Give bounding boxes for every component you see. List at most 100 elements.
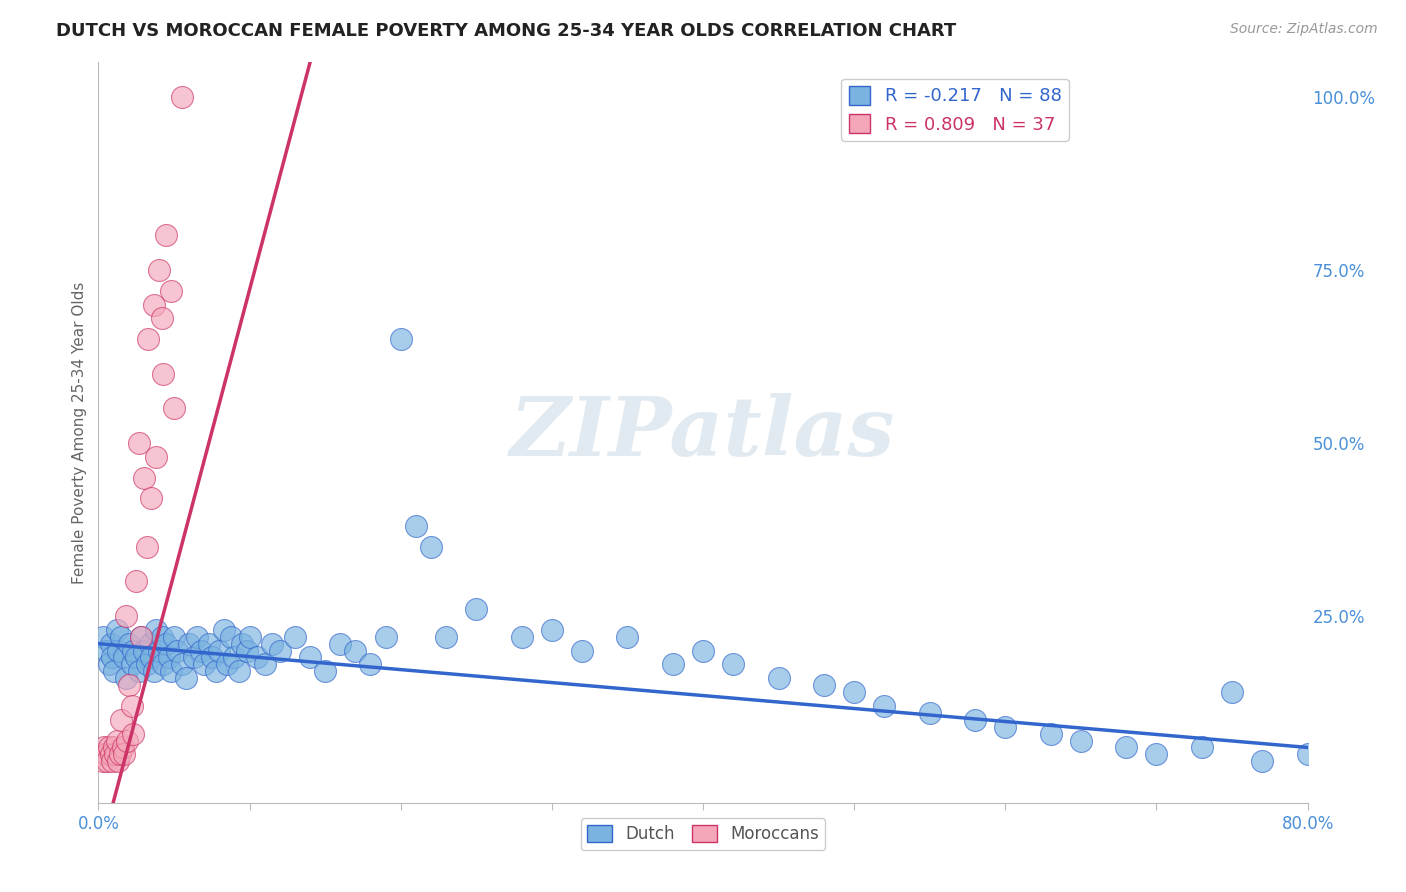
Point <box>150 630 173 644</box>
Text: DUTCH VS MOROCCAN FEMALE POVERTY AMONG 25-34 YEAR OLDS CORRELATION CHART: DUTCH VS MOROCCAN FEMALE POVERTY AMONG 2… <box>56 22 956 40</box>
Point <box>813 678 835 692</box>
Point <box>148 643 170 657</box>
Point <box>190 643 212 657</box>
Point <box>145 450 167 464</box>
Point <box>262 637 284 651</box>
Point <box>465 602 488 616</box>
Point <box>152 657 174 672</box>
Point <box>101 754 124 768</box>
Point <box>246 650 269 665</box>
Point <box>122 643 145 657</box>
Point <box>873 698 896 713</box>
Point <box>122 726 145 740</box>
Point <box>100 747 122 762</box>
Point <box>143 297 166 311</box>
Point <box>152 367 174 381</box>
Point <box>1191 740 1213 755</box>
Point <box>105 623 128 637</box>
Point <box>94 643 117 657</box>
Y-axis label: Female Poverty Among 25-34 Year Olds: Female Poverty Among 25-34 Year Olds <box>72 282 87 583</box>
Point <box>1070 733 1092 747</box>
Point <box>239 630 262 644</box>
Point <box>183 650 205 665</box>
Point <box>434 630 457 644</box>
Point <box>540 623 562 637</box>
Point <box>215 657 238 672</box>
Point <box>314 665 336 679</box>
Point <box>208 643 231 657</box>
Point <box>128 436 150 450</box>
Point <box>1144 747 1167 762</box>
Point <box>723 657 745 672</box>
Point <box>221 630 243 644</box>
Point <box>155 637 177 651</box>
Text: Source: ZipAtlas.com: Source: ZipAtlas.com <box>1230 22 1378 37</box>
Point <box>284 630 307 644</box>
Point <box>661 657 683 672</box>
Point <box>128 665 150 679</box>
Point <box>235 643 257 657</box>
Point <box>129 630 152 644</box>
Point <box>114 609 136 624</box>
Point <box>91 754 114 768</box>
Point <box>110 713 132 727</box>
Point <box>231 637 253 651</box>
Point <box>135 657 157 672</box>
Point <box>510 630 533 644</box>
Point <box>201 650 224 665</box>
Point <box>121 657 143 672</box>
Point <box>299 650 322 665</box>
Point <box>107 754 129 768</box>
Point <box>132 643 155 657</box>
Point <box>253 657 276 672</box>
Legend: Dutch, Moroccans: Dutch, Moroccans <box>581 819 825 850</box>
Point <box>269 643 291 657</box>
Point <box>228 665 250 679</box>
Point <box>1251 754 1274 768</box>
Point <box>160 284 183 298</box>
Point <box>844 685 866 699</box>
Point <box>344 643 367 657</box>
Point <box>159 650 181 665</box>
Point <box>115 733 138 747</box>
Point <box>616 630 638 644</box>
Point <box>155 228 177 243</box>
Point <box>93 740 115 755</box>
Point <box>118 678 141 692</box>
Point <box>118 637 141 651</box>
Point <box>374 630 396 644</box>
Point <box>1039 726 1062 740</box>
Point <box>104 747 127 762</box>
Point <box>170 657 193 672</box>
Point <box>420 540 443 554</box>
Point <box>112 747 135 762</box>
Point <box>94 747 117 762</box>
Point <box>1115 740 1137 755</box>
Point <box>166 643 188 657</box>
Text: ZIPatlas: ZIPatlas <box>510 392 896 473</box>
Point <box>141 650 163 665</box>
Point <box>329 637 352 651</box>
Point <box>918 706 941 720</box>
Point <box>107 643 129 657</box>
Point <box>212 623 235 637</box>
Point <box>98 657 121 672</box>
Point <box>224 650 246 665</box>
Point <box>90 747 112 762</box>
Point <box>91 630 114 644</box>
Point <box>692 643 714 657</box>
Point <box>125 574 148 589</box>
Point <box>571 643 593 657</box>
Point <box>114 671 136 685</box>
Point <box>163 401 186 416</box>
Point <box>112 650 135 665</box>
Point <box>125 650 148 665</box>
Point <box>110 630 132 644</box>
Point <box>186 630 208 644</box>
Point <box>105 733 128 747</box>
Point <box>100 637 122 651</box>
Point <box>179 637 201 651</box>
Point <box>135 540 157 554</box>
Point <box>139 637 162 651</box>
Point <box>360 657 382 672</box>
